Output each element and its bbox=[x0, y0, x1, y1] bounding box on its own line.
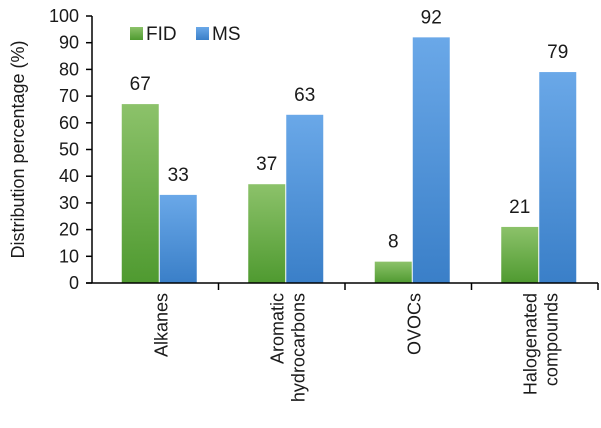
legend-swatch-fid bbox=[130, 27, 143, 40]
bar-ms-2 bbox=[286, 114, 324, 283]
legend-label-ms: MS bbox=[212, 24, 241, 45]
data-label-fid-2: 37 bbox=[256, 154, 277, 175]
y-tick-label: 70 bbox=[59, 86, 79, 106]
y-tick-label: 80 bbox=[59, 59, 79, 79]
data-label-fid-1: 67 bbox=[130, 74, 151, 95]
bar-ms-4 bbox=[539, 72, 577, 283]
y-tick-label: 20 bbox=[59, 220, 79, 240]
data-label-ms-4: 79 bbox=[547, 42, 568, 63]
y-tick-label: 40 bbox=[59, 166, 79, 186]
y-tick-label: 50 bbox=[59, 140, 79, 160]
x-tick-label-line: Halogenated bbox=[520, 293, 540, 395]
x-tick-label-line: OVOCs bbox=[404, 293, 424, 355]
data-label-ms-3: 92 bbox=[421, 7, 442, 28]
legend-label-fid: FID bbox=[146, 24, 177, 45]
x-tick-label-line: hydrocarbons bbox=[288, 293, 308, 402]
x-tick-label-line: Alkanes bbox=[151, 293, 171, 357]
x-tick-label-4: Halogenated compounds bbox=[520, 293, 561, 395]
x-tick-label-1: Alkanes bbox=[151, 293, 171, 357]
x-tick-label-line: Aromatic bbox=[267, 293, 287, 364]
y-tick-label: 100 bbox=[49, 6, 79, 26]
y-tick-label: 90 bbox=[59, 33, 79, 53]
x-tick-label-3: OVOCs bbox=[404, 293, 424, 355]
bar-fid-4 bbox=[501, 226, 539, 283]
y-tick-label: 0 bbox=[69, 273, 79, 293]
bar-fid-2 bbox=[248, 184, 286, 283]
bar-fid-1 bbox=[121, 104, 159, 283]
y-tick-label: 30 bbox=[59, 193, 79, 213]
data-label-fid-4: 21 bbox=[509, 197, 530, 218]
x-tick-label-2: Aromatic hydrocarbons bbox=[267, 293, 308, 402]
x-tick-label-line: compounds bbox=[541, 293, 561, 386]
y-axis-title: Distribution percentage (%) bbox=[8, 40, 28, 258]
data-label-fid-3: 8 bbox=[388, 232, 399, 253]
data-label-ms-2: 63 bbox=[294, 85, 315, 106]
y-tick-label: 60 bbox=[59, 113, 79, 133]
bar-fid-3 bbox=[374, 261, 412, 283]
legend-swatch-ms bbox=[196, 27, 209, 40]
bar-ms-3 bbox=[412, 37, 450, 283]
bar-ms-1 bbox=[159, 194, 197, 283]
data-label-ms-1: 33 bbox=[168, 165, 189, 186]
y-tick-label: 10 bbox=[59, 246, 79, 266]
